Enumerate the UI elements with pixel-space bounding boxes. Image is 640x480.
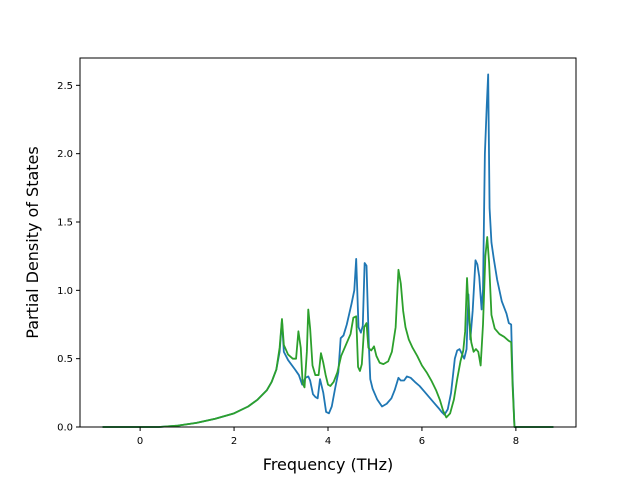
series-1-line [102,73,554,428]
y-tick-label: 2.5 [57,81,73,92]
x-axis-label: Frequency (THz) [263,455,393,474]
y-tick-label: 1.0 [57,286,73,297]
y-axis-label: Partial Density of States [23,146,42,338]
x-axis-ticks: 0 2 4 6 8 [137,427,519,447]
y-tick-label: 1.5 [57,218,73,229]
y-tick-label: 0.0 [57,423,73,434]
x-tick-label: 2 [231,436,237,447]
series-layer [102,73,554,428]
x-tick-label: 6 [419,436,425,447]
x-tick-label: 0 [137,436,143,447]
y-axis-ticks: 0.0 0.5 1.0 1.5 2.0 2.5 [57,81,80,434]
series-2-line [102,236,554,428]
x-tick-label: 4 [325,436,331,447]
y-tick-label: 2.0 [57,149,73,160]
x-tick-label: 8 [513,436,519,447]
y-tick-label: 0.5 [57,354,73,365]
